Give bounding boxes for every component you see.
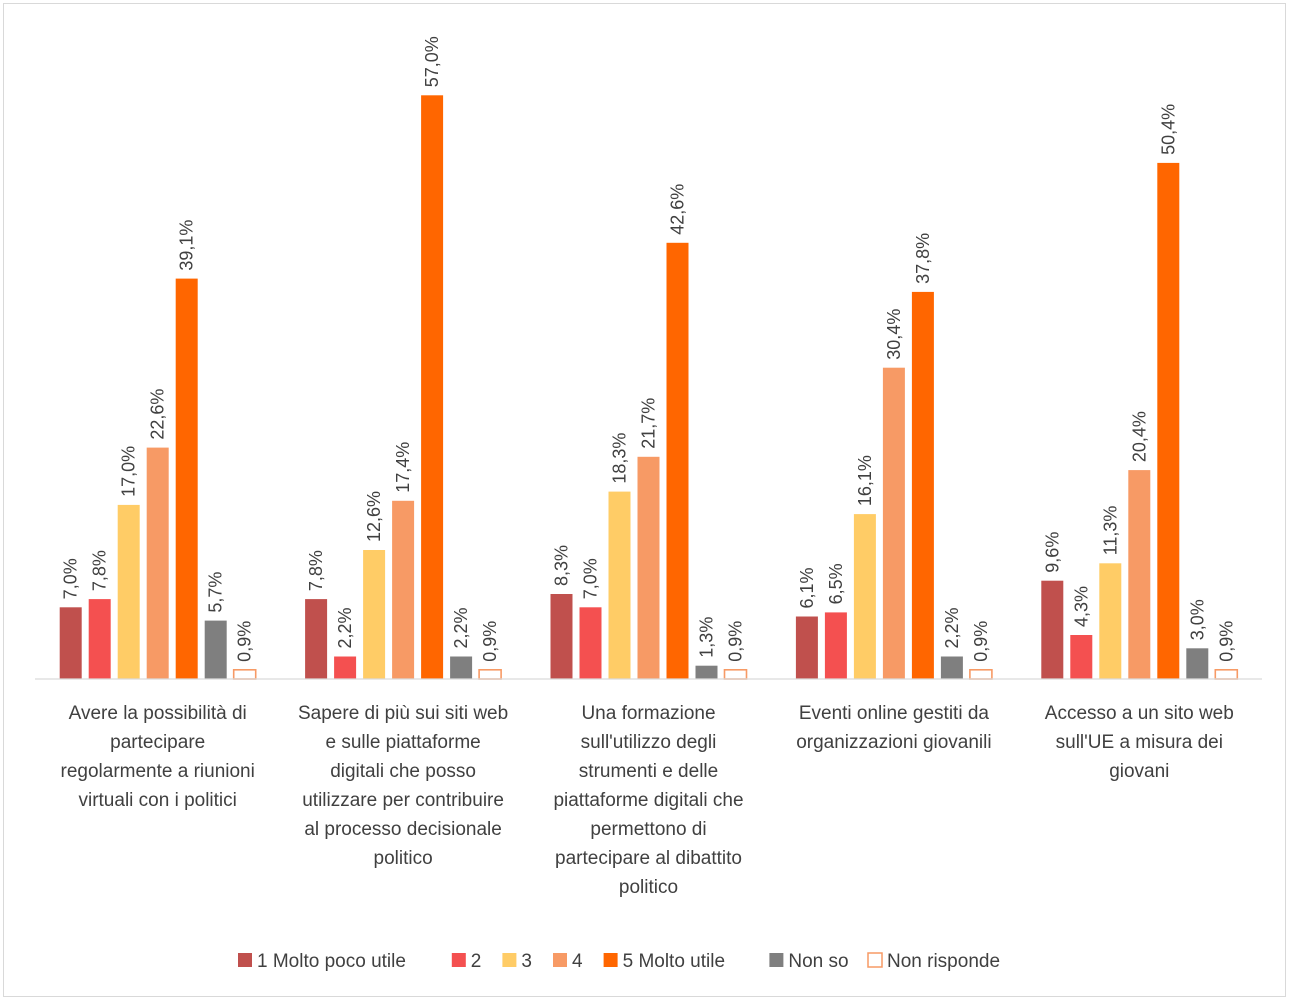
legend-swatch-2	[451, 953, 466, 967]
data-label-3-series-3: 18,3%	[610, 433, 630, 484]
legend-swatch-1	[238, 953, 252, 967]
data-label-3-series-1: 8,3%	[552, 545, 572, 586]
bar-1-series-2	[88, 599, 111, 679]
bar-1-series-5	[175, 278, 198, 679]
bar-5-series-7	[1214, 668, 1239, 680]
data-label-1-series-2: 7,8%	[90, 550, 110, 591]
legend-swatch-4	[553, 953, 567, 967]
legend-label-2: 2	[471, 951, 482, 972]
bar-1-series-3	[117, 504, 140, 679]
legend: 1 Molto poco utile 2 3 4 5 Molto utile Non so…	[238, 951, 1000, 972]
bar-3-series-2	[579, 607, 602, 679]
bar-3-series-5	[666, 242, 689, 680]
bar-4-series-7	[969, 668, 993, 680]
data-label-4-series-1: 6,1%	[797, 567, 817, 608]
bar-3-series-7	[723, 668, 748, 680]
bar-3-series-1	[550, 594, 573, 679]
legend-label-4: 4	[572, 951, 583, 972]
data-label-5-series-5: 50,4%	[1158, 104, 1178, 155]
data-label-5-series-3: 11,3%	[1100, 506, 1120, 556]
bar-4-series-4	[882, 367, 905, 679]
bar-1-series-4	[146, 447, 169, 679]
data-label-3-series-7: 0,9%	[726, 621, 746, 662]
data-label-4-series-2: 6,5%	[826, 563, 846, 604]
bar-4-series-2	[824, 612, 847, 679]
bar-5-series-3	[1099, 563, 1122, 679]
data-label-2-series-3: 12,6%	[364, 491, 384, 542]
data-label-2-series-7: 0,9%	[480, 621, 500, 662]
data-label-3-series-6: 1,3%	[697, 617, 717, 658]
data-label-2-series-6: 2,2%	[451, 607, 471, 648]
bar-3-series-6	[695, 665, 718, 679]
data-label-4-series-3: 16,1%	[855, 455, 875, 506]
bar-4-series-6	[940, 656, 963, 679]
bar-5-series-2	[1070, 635, 1093, 679]
data-label-1-series-4: 22,6%	[148, 389, 168, 440]
bar-2-series-5	[421, 95, 444, 680]
data-label-5-series-2: 4,3%	[1071, 586, 1091, 627]
category-labels-group: Avere la possibilità di partecipare regola…	[61, 703, 1234, 898]
data-labels-group: 7,0% 7,8% 17,0% 22,6% 39,1% 5,7% 0,9% 7,8% 2,2% 1…	[61, 36, 1237, 662]
bar-3-series-4	[637, 456, 660, 679]
data-label-5-series-7: 0,9%	[1216, 621, 1236, 662]
category-label-2: Sapere di più sui siti web e sulle piatta…	[298, 703, 508, 869]
bar-4-series-5	[911, 291, 934, 679]
data-label-4-series-4: 30,4%	[884, 309, 904, 360]
data-label-1-series-7: 0,9%	[235, 621, 255, 662]
data-label-4-series-7: 0,9%	[971, 621, 991, 662]
data-label-3-series-4: 21,7%	[639, 398, 659, 449]
bar-1-series-1	[59, 607, 82, 679]
bar-2-series-6	[450, 656, 473, 679]
data-label-5-series-1: 9,6%	[1042, 532, 1062, 573]
category-label-5: Accesso a un sito web sull'UE a misura de…	[1045, 703, 1234, 782]
data-label-5-series-6: 3,0%	[1187, 599, 1207, 640]
bar-1-series-6	[204, 620, 227, 679]
legend-label-7: Non risponde	[887, 951, 1000, 972]
legend-label-3: 3	[521, 951, 532, 972]
data-label-2-series-2: 2,2%	[335, 607, 355, 648]
category-label-1: Avere la possibilità di partecipare regola…	[61, 703, 255, 811]
bar-2-series-2	[334, 656, 357, 679]
data-label-4-series-5: 37,8%	[913, 233, 933, 284]
bar-5-series-6	[1186, 648, 1209, 679]
legend-label-6: Non so	[788, 951, 848, 972]
bar-4-series-1	[795, 616, 818, 679]
legend-swatch-3	[502, 953, 517, 967]
data-label-5-series-4: 20,4%	[1129, 411, 1149, 462]
legend-swatch-7	[867, 952, 883, 968]
data-label-1-series-6: 5,7%	[206, 572, 226, 613]
bar-5-series-4	[1128, 470, 1151, 679]
bar-3-series-3	[608, 491, 631, 679]
category-label-4: Eventi online gestiti da organizzazioni g…	[796, 703, 991, 753]
data-label-3-series-5: 42,6%	[668, 184, 688, 235]
category-label-3: Una formazione sull'utilizzo degli strumen…	[553, 703, 743, 898]
legend-label-1: 1 Molto poco utile	[257, 951, 406, 972]
data-label-4-series-6: 2,2%	[942, 607, 962, 648]
bar-2-series-4	[392, 500, 415, 679]
bar-2-series-3	[363, 550, 386, 679]
data-label-1-series-5: 39,1%	[177, 220, 197, 271]
bar-2-series-1	[305, 599, 328, 679]
legend-swatch-6	[769, 953, 784, 967]
data-label-3-series-2: 7,0%	[581, 558, 601, 599]
data-label-2-series-4: 17,4%	[393, 442, 413, 493]
bar-4-series-3	[853, 514, 876, 679]
bar-5-series-5	[1157, 162, 1180, 679]
bar-2-series-7	[478, 668, 502, 680]
data-label-1-series-1: 7,0%	[61, 558, 81, 599]
data-label-1-series-3: 17,0%	[119, 446, 139, 497]
data-label-2-series-5: 57,0%	[422, 36, 442, 87]
legend-label-5: 5 Molto utile	[623, 951, 725, 972]
bar-1-series-7	[232, 668, 257, 680]
bar-5-series-1	[1041, 580, 1064, 679]
legend-swatch-5	[603, 953, 618, 967]
bars-group	[59, 95, 1239, 680]
data-label-2-series-1: 7,8%	[306, 550, 326, 591]
